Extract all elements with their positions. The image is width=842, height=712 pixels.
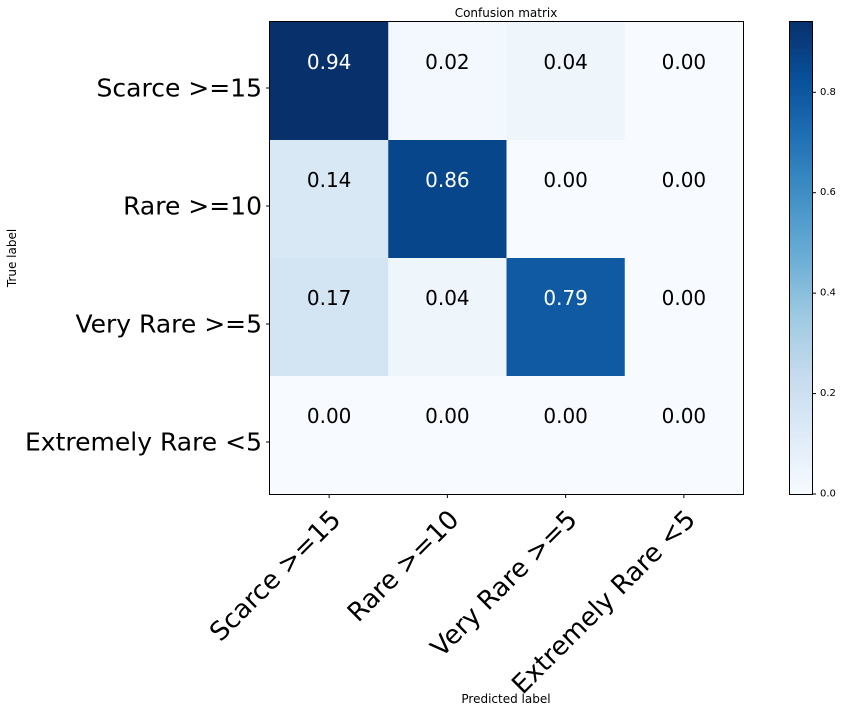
colorbar-tick-label: 0.4 bbox=[820, 288, 836, 299]
heatmap-cell bbox=[506, 376, 626, 495]
heatmap-cell bbox=[270, 376, 389, 495]
heatmap-cell bbox=[624, 258, 744, 377]
heatmap-cell bbox=[388, 376, 507, 495]
heatmap-cell bbox=[624, 140, 744, 259]
heatmap-cell bbox=[270, 140, 389, 259]
x-tick-label: Scarce >=15 bbox=[204, 505, 347, 648]
colorbar-ticks: 0.0 0.2 0.4 0.6 0.8 bbox=[812, 87, 836, 500]
heatmap-cell bbox=[624, 376, 744, 495]
heatmap-cell bbox=[388, 22, 507, 141]
y-tick-label: Scarce >=15 bbox=[97, 74, 262, 103]
y-axis-ticks: Scarce >=15 Rare >=10 Very Rare >=5 Extreme… bbox=[25, 74, 270, 457]
heatmap-cells: 0.94 0.02 0.04 0.00 0.14 0.86 0.00 0.00 0.17 0.04… bbox=[270, 22, 744, 495]
colorbar-tick-label: 0.8 bbox=[820, 87, 836, 98]
cell-value-label: 0.17 bbox=[307, 286, 352, 310]
x-axis-label: Predicted label bbox=[461, 692, 550, 706]
cell-value-label: 0.04 bbox=[543, 50, 588, 74]
heatmap-cell bbox=[506, 258, 626, 377]
heatmap-cell bbox=[270, 22, 389, 141]
colorbar-tick-label: 0.0 bbox=[820, 489, 836, 500]
y-tick-label: Rare >=10 bbox=[123, 192, 262, 221]
heatmap-cell bbox=[270, 258, 389, 377]
cell-value-label: 0.79 bbox=[543, 286, 588, 310]
cell-value-label: 0.14 bbox=[307, 168, 352, 192]
cell-value-label: 0.00 bbox=[662, 404, 707, 428]
heatmap-cell bbox=[506, 22, 626, 141]
colorbar bbox=[789, 21, 813, 495]
cell-value-label: 0.86 bbox=[425, 168, 470, 192]
cell-value-label: 0.94 bbox=[307, 50, 352, 74]
cell-value-label: 0.00 bbox=[662, 286, 707, 310]
heatmap-cell bbox=[388, 140, 507, 259]
cell-value-label: 0.02 bbox=[425, 50, 470, 74]
cell-value-label: 0.00 bbox=[425, 404, 470, 428]
heatmap-cell bbox=[624, 22, 744, 141]
colorbar-tick-label: 0.6 bbox=[820, 187, 836, 198]
cell-value-label: 0.00 bbox=[543, 168, 588, 192]
heatmap-cell bbox=[506, 140, 626, 259]
heatmap-cell bbox=[388, 258, 507, 377]
y-axis-label: True label bbox=[5, 229, 19, 288]
chart-title: Confusion matrix bbox=[455, 6, 558, 20]
cell-value-label: 0.04 bbox=[425, 286, 470, 310]
y-tick-label: Very Rare >=5 bbox=[75, 310, 262, 339]
cell-value-label: 0.00 bbox=[307, 404, 352, 428]
cell-value-label: 0.00 bbox=[662, 168, 707, 192]
cell-value-label: 0.00 bbox=[662, 50, 707, 74]
colorbar-tick-label: 0.2 bbox=[820, 388, 836, 399]
x-tick-label: Rare >=10 bbox=[342, 505, 465, 628]
cell-value-label: 0.00 bbox=[543, 404, 588, 428]
y-tick-label: Extremely Rare <5 bbox=[25, 428, 262, 457]
plot-frame bbox=[269, 21, 744, 495]
